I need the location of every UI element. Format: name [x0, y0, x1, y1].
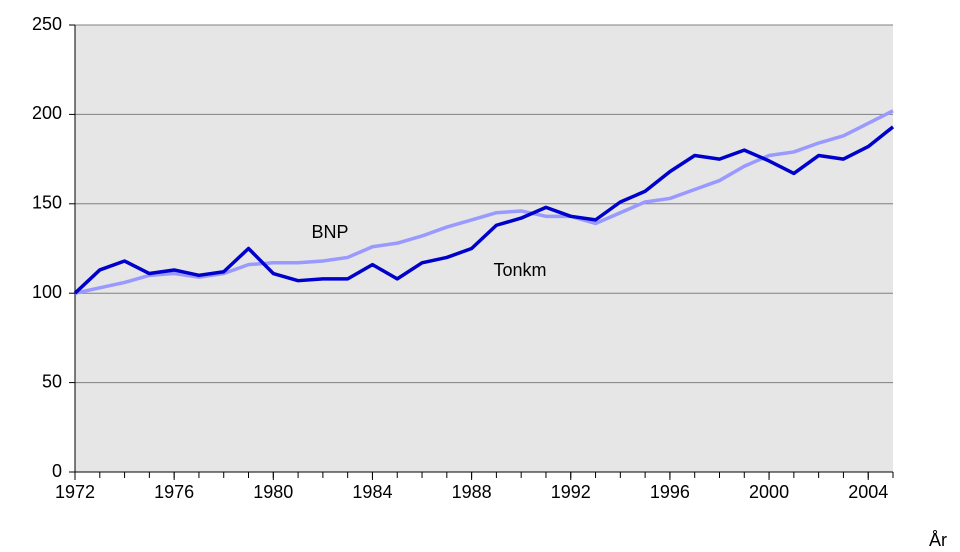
x-tick-label: 1988 [452, 482, 492, 502]
x-axis-label: År [929, 530, 947, 550]
y-tick-label: 150 [32, 193, 62, 213]
x-tick-label: 2004 [848, 482, 888, 502]
y-tick-label: 0 [52, 461, 62, 481]
series-label: BNP [311, 222, 348, 242]
x-tick-label: 1992 [551, 482, 591, 502]
series-line [74, 109, 894, 295]
series-line [73, 125, 895, 295]
series-label: Tonkm [493, 260, 546, 280]
y-tick-label: 250 [32, 14, 62, 34]
x-tick-label: 2000 [749, 482, 789, 502]
plot-area [75, 25, 893, 472]
y-tick-label: 100 [32, 282, 62, 302]
x-tick-label: 1996 [650, 482, 690, 502]
x-tick-label: 1984 [352, 482, 392, 502]
y-tick-label: 200 [32, 103, 62, 123]
x-tick-label: 1976 [154, 482, 194, 502]
x-tick-label: 1980 [253, 482, 293, 502]
x-tick-label: 1972 [55, 482, 95, 502]
y-tick-label: 50 [42, 371, 62, 391]
